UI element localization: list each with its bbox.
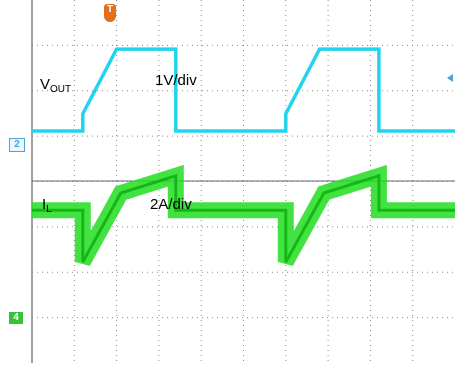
- ch2-marker-text: 2: [14, 139, 20, 150]
- vout-trace: [32, 47, 455, 133]
- ch4-marker-text: 4: [13, 312, 19, 323]
- il-scale-label: 2A/div: [150, 196, 192, 213]
- vout-label-sub: OUT: [50, 84, 72, 95]
- traces: [32, 47, 455, 266]
- il-label-main: I: [42, 196, 47, 213]
- il-trace: [32, 173, 455, 263]
- trigger-marker-text: T: [106, 4, 114, 15]
- vout-label-main: V: [40, 76, 51, 93]
- graticule: [31, 0, 455, 363]
- trigger-level-arrow-icon: [447, 74, 453, 82]
- trigger-position-marker: T: [104, 4, 116, 22]
- ch4-ground-marker: 4: [9, 312, 23, 324]
- vout-label: VOUT: [40, 76, 71, 95]
- ch2-ground-marker: 2: [9, 138, 25, 152]
- il-label-sub: L: [46, 204, 52, 215]
- il-label: IL: [42, 196, 52, 215]
- vout-scale-label: 1V/div: [155, 72, 197, 89]
- il-ripple-band: [32, 164, 455, 266]
